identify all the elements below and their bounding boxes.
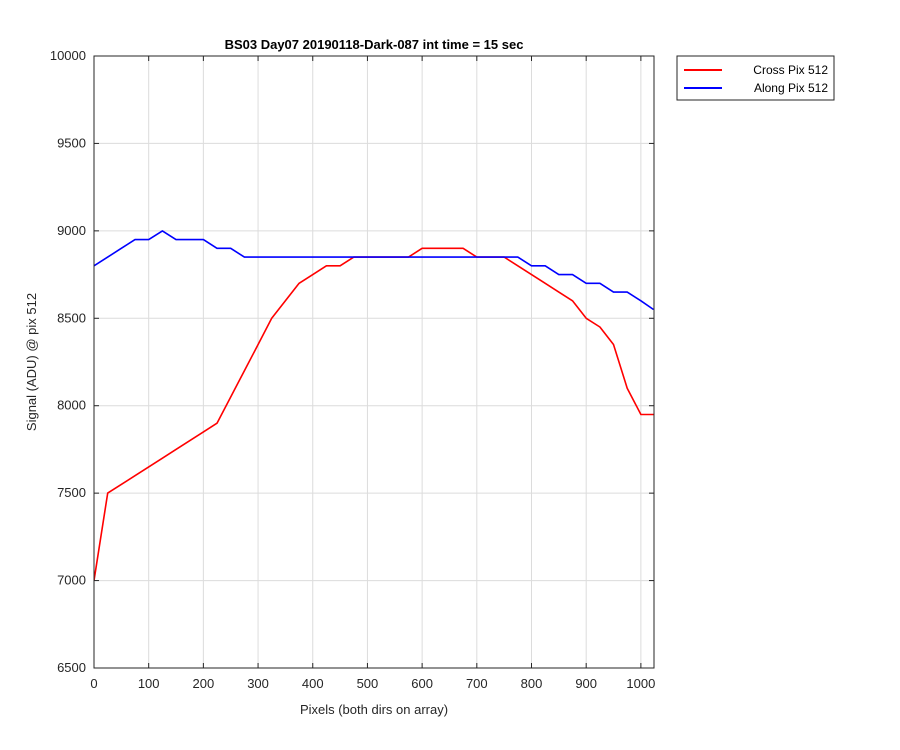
x-axis-label: Pixels (both dirs on array)	[300, 702, 448, 717]
x-tick-label: 900	[575, 676, 597, 691]
y-axis-label: Signal (ADU) @ pix 512	[24, 293, 39, 431]
x-tick-label: 100	[138, 676, 160, 691]
y-tick-label: 8500	[57, 310, 86, 325]
legend-box	[676, 55, 835, 101]
x-tick-label: 200	[193, 676, 215, 691]
legend-items: Cross Pix 512 Along Pix 512	[684, 63, 828, 95]
y-tick-label: 8000	[57, 398, 86, 413]
x-tick-labels: 0 100 200 300 400 500 600 700 800 900 1000	[90, 676, 655, 691]
x-tick-label: 500	[357, 676, 379, 691]
x-tick-label: 400	[302, 676, 324, 691]
ticks	[93, 55, 654, 669]
x-tick-label: 0	[90, 676, 97, 691]
y-tick-label: 9500	[57, 135, 86, 150]
y-tick-labels: 6500 7000 7500 8000 8500 9000 9500 10000	[50, 48, 86, 675]
legend-label: Along Pix 512	[754, 81, 828, 95]
legend-label: Cross Pix 512	[753, 63, 828, 77]
legend: Cross Pix 512 Along Pix 512	[676, 55, 835, 101]
plot-background	[94, 56, 654, 668]
chart-title: BS03 Day07 20190118-Dark-087 int time = …	[225, 37, 524, 52]
x-tick-label: 1000	[626, 676, 655, 691]
plot-box	[93, 55, 655, 669]
x-tick-label: 300	[247, 676, 269, 691]
y-tick-label: 6500	[57, 660, 86, 675]
x-tick-label: 600	[411, 676, 433, 691]
y-tick-label: 9000	[57, 223, 86, 238]
y-tick-label: 7500	[57, 485, 86, 500]
y-tick-label: 10000	[50, 48, 86, 63]
x-tick-label: 700	[466, 676, 488, 691]
x-tick-label: 800	[521, 676, 543, 691]
series-line-along-pix-512	[94, 230, 654, 311]
series-layer	[94, 230, 654, 581]
y-tick-label: 7000	[57, 573, 86, 588]
